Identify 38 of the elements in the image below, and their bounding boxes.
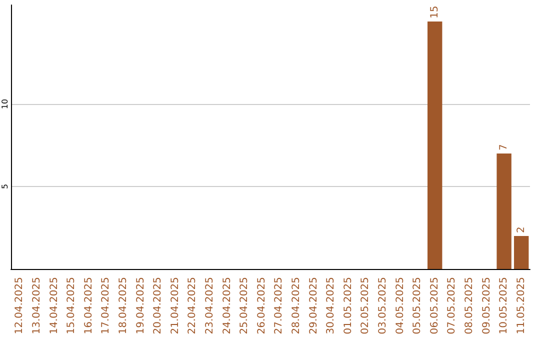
x-tick-label: 24.04.2025 bbox=[222, 277, 233, 334]
x-tick-label: 23.04.2025 bbox=[204, 277, 216, 334]
data-label: 7 bbox=[498, 144, 510, 150]
x-tick-label: 04.05.2025 bbox=[394, 277, 406, 334]
y-tick-label: 5 bbox=[0, 184, 10, 190]
x-tick-label: 17.04.2025 bbox=[100, 277, 112, 334]
x-tick-label: 14.04.2025 bbox=[48, 277, 60, 334]
x-tick-label: 13.04.2025 bbox=[31, 277, 42, 334]
x-tick-label: 01.05.2025 bbox=[342, 277, 354, 334]
x-tick-label: 12.04.2025 bbox=[14, 277, 26, 334]
data-label: 15 bbox=[429, 6, 440, 18]
x-tick-label: 11.05.2025 bbox=[516, 277, 527, 334]
x-tick-label: 30.04.2025 bbox=[326, 277, 337, 334]
x-tick-label: 15.04.2025 bbox=[66, 277, 78, 334]
x-tick-label: 10.05.2025 bbox=[498, 277, 510, 334]
x-tick-label: 28.04.2025 bbox=[290, 277, 302, 334]
bar bbox=[514, 236, 529, 269]
y-tick-label: 10 bbox=[0, 98, 10, 110]
x-tick-label: 21.04.2025 bbox=[170, 277, 181, 334]
bar bbox=[428, 22, 442, 269]
x-tick-label: 27.04.2025 bbox=[274, 277, 285, 334]
x-tick-label: 25.04.2025 bbox=[239, 277, 250, 334]
data-label: 2 bbox=[516, 226, 527, 233]
x-tick-label: 16.04.2025 bbox=[83, 277, 94, 334]
x-tick-label: 06.05.2025 bbox=[429, 277, 440, 334]
x-tick-label: 09.05.2025 bbox=[481, 277, 492, 334]
x-tick-label: 07.05.2025 bbox=[446, 277, 458, 334]
bar bbox=[496, 154, 512, 269]
x-tick-label: 03.05.2025 bbox=[377, 277, 388, 334]
x-tick-label: 05.05.2025 bbox=[412, 277, 424, 334]
x-tick-label: 20.04.2025 bbox=[152, 277, 164, 334]
x-tick-label: 29.04.2025 bbox=[308, 277, 320, 334]
x-tick-label: 26.04.2025 bbox=[256, 277, 268, 334]
x-tick-label: 02.05.2025 bbox=[360, 277, 372, 334]
x-tick-label: 18.04.2025 bbox=[118, 277, 129, 334]
x-tick-label: 19.04.2025 bbox=[135, 277, 146, 334]
x-tick-label: 08.05.2025 bbox=[464, 277, 475, 334]
x-tick-label: 22.04.2025 bbox=[187, 277, 198, 334]
